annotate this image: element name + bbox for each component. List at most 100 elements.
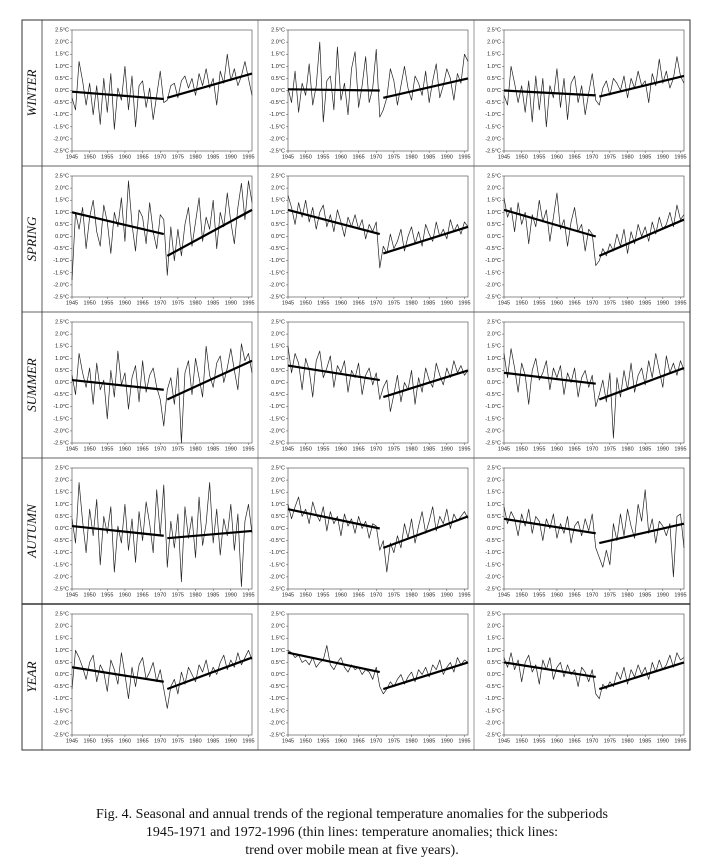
- y-tick-label: 2.5°C: [271, 27, 285, 33]
- y-tick-label: 0.0°C: [55, 234, 69, 240]
- y-tick-label: -1.5°C: [269, 562, 285, 568]
- x-tick-label: 1960: [335, 154, 347, 160]
- y-tick-label: 1.5°C: [55, 490, 69, 496]
- y-tick-label: 1.0°C: [487, 502, 501, 508]
- row-label: SUMMER: [24, 358, 39, 411]
- x-tick-label: 1950: [84, 446, 96, 452]
- y-tick-label: -2.5°C: [269, 148, 285, 154]
- x-tick-label: 1990: [657, 300, 669, 306]
- y-tick-label: -0.5°C: [485, 538, 501, 544]
- y-tick-label: -1.5°C: [269, 270, 285, 276]
- y-tick-label: -1.5°C: [53, 416, 69, 422]
- x-tick-label: 1995: [674, 446, 686, 452]
- x-tick-label: 1975: [172, 154, 184, 160]
- x-tick-label: 1995: [458, 300, 470, 306]
- x-tick-label: 1975: [604, 300, 616, 306]
- caption-line: trend over mobile mean at five years).: [245, 843, 458, 858]
- plot-frame: [503, 613, 685, 736]
- x-tick-label: 1990: [225, 154, 237, 160]
- x-tick-label: 1970: [586, 446, 598, 452]
- plot-frame: [71, 175, 253, 298]
- x-tick-label: 1975: [388, 738, 400, 744]
- y-tick-label: 2.0°C: [487, 40, 501, 46]
- x-tick-label: 1945: [498, 592, 510, 598]
- y-tick-label: 2.0°C: [487, 186, 501, 192]
- x-tick-label: 1960: [335, 592, 347, 598]
- plot-frame: [503, 29, 685, 152]
- y-tick-label: -2.0°C: [269, 136, 285, 142]
- y-tick-label: 1.0°C: [55, 502, 69, 508]
- x-tick-label: 1950: [300, 738, 312, 744]
- trend-line: [382, 661, 469, 691]
- y-tick-label: -1.0°C: [485, 112, 501, 118]
- x-tick-label: 1985: [423, 154, 435, 160]
- x-tick-label: 1995: [458, 154, 470, 160]
- y-tick-label: 0.5°C: [487, 368, 501, 374]
- anomaly-line: [503, 192, 685, 266]
- y-tick-label: 2.5°C: [487, 319, 501, 325]
- x-tick-label: 1980: [405, 300, 417, 306]
- trend-line: [383, 77, 469, 99]
- trend-line: [71, 524, 164, 537]
- y-tick-label: -2.5°C: [269, 732, 285, 738]
- y-tick-label: 2.0°C: [487, 624, 501, 630]
- anomaly-line: [71, 343, 253, 444]
- x-tick-label: 1995: [458, 738, 470, 744]
- x-tick-label: 1990: [225, 738, 237, 744]
- x-tick-label: 1975: [172, 738, 184, 744]
- y-tick-label: 1.5°C: [55, 636, 69, 642]
- x-tick-label: 1975: [172, 300, 184, 306]
- y-tick-label: 1.5°C: [55, 52, 69, 58]
- y-tick-label: 0.5°C: [271, 76, 285, 82]
- x-tick-label: 1970: [370, 738, 382, 744]
- y-tick-label: 0.5°C: [487, 76, 501, 82]
- plot-frame: [71, 613, 253, 736]
- y-tick-label: 0.0°C: [487, 380, 501, 386]
- y-tick-label: 0.5°C: [55, 222, 69, 228]
- x-tick-label: 1990: [225, 446, 237, 452]
- x-tick-label: 1980: [189, 154, 201, 160]
- y-tick-label: 0.0°C: [487, 526, 501, 532]
- trend-line: [503, 371, 596, 385]
- y-tick-label: 1.5°C: [271, 344, 285, 350]
- row-label: AUTUMN: [24, 503, 39, 559]
- x-tick-label: 1970: [370, 300, 382, 306]
- y-tick-label: 1.5°C: [55, 344, 69, 350]
- y-tick-label: 1.5°C: [271, 636, 285, 642]
- y-tick-label: -2.5°C: [269, 586, 285, 592]
- anomaly-line: [287, 41, 469, 123]
- y-tick-label: -2.0°C: [485, 574, 501, 580]
- y-tick-label: 0.0°C: [271, 672, 285, 678]
- y-tick-label: 0.0°C: [271, 234, 285, 240]
- y-tick-label: 0.0°C: [487, 88, 501, 94]
- y-tick-label: 0.5°C: [271, 514, 285, 520]
- y-tick-label: 0.5°C: [55, 514, 69, 520]
- y-tick-label: -0.5°C: [485, 100, 501, 106]
- y-tick-label: -0.5°C: [269, 684, 285, 690]
- x-tick-label: 1955: [317, 154, 329, 160]
- x-tick-label: 1985: [639, 154, 651, 160]
- x-tick-label: 1955: [101, 446, 113, 452]
- x-tick-label: 1970: [154, 738, 166, 744]
- x-tick-label: 1975: [388, 592, 400, 598]
- x-tick-label: 1985: [639, 446, 651, 452]
- x-tick-label: 1960: [335, 738, 347, 744]
- x-tick-label: 1980: [621, 446, 633, 452]
- y-tick-label: 2.5°C: [487, 465, 501, 471]
- x-tick-label: 1945: [498, 154, 510, 160]
- x-tick-label: 1995: [674, 300, 686, 306]
- y-tick-label: 1.0°C: [271, 64, 285, 70]
- x-tick-label: 1945: [282, 738, 294, 744]
- y-tick-label: 2.0°C: [55, 40, 69, 46]
- y-tick-label: 0.5°C: [55, 660, 69, 666]
- x-tick-label: 1980: [405, 592, 417, 598]
- y-tick-label: -0.5°C: [53, 538, 69, 544]
- y-tick-label: -1.0°C: [269, 696, 285, 702]
- y-tick-label: -0.5°C: [485, 684, 501, 690]
- y-tick-label: -2.0°C: [269, 428, 285, 434]
- anomaly-line: [503, 56, 685, 128]
- y-tick-label: 2.5°C: [271, 611, 285, 617]
- x-tick-label: 1955: [101, 738, 113, 744]
- anomaly-line: [71, 53, 253, 130]
- x-tick-label: 1970: [370, 592, 382, 598]
